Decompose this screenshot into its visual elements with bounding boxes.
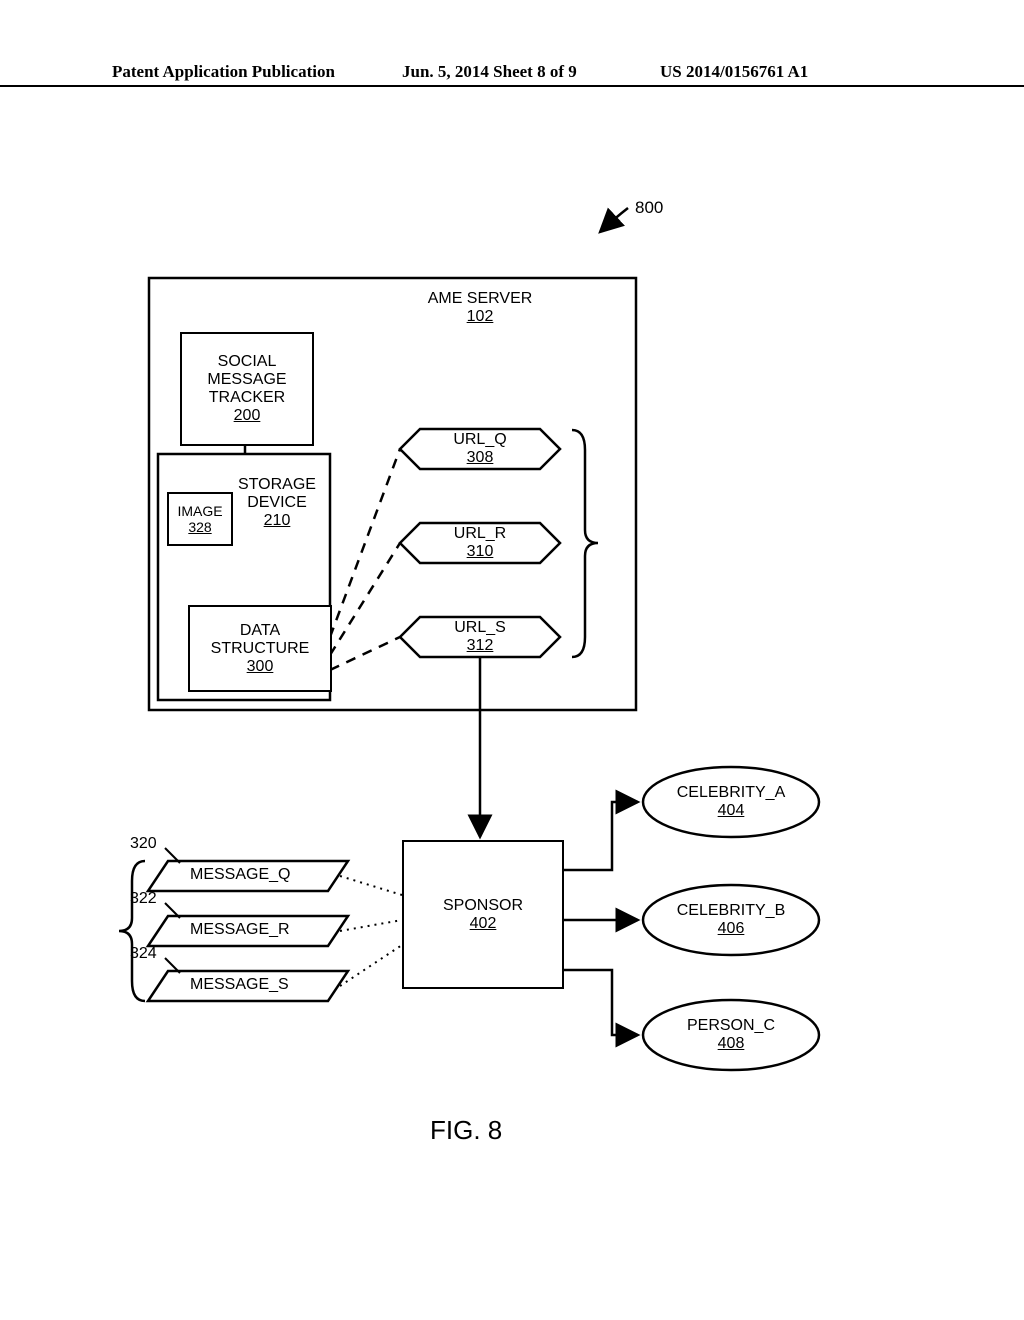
image-box: IMAGE 328 — [167, 492, 233, 546]
ame-server-title: AME SERVER 102 — [395, 290, 565, 326]
person-c-title: PERSON_C — [665, 1017, 797, 1035]
page-container: Patent Application Publication Jun. 5, 2… — [0, 0, 1024, 1320]
msg-q-title: MESSAGE_Q — [190, 866, 290, 884]
tracker-ref: 200 — [234, 407, 261, 425]
ds-ref: 300 — [247, 658, 274, 676]
celeb-b-title: CELEBRITY_B — [665, 902, 797, 920]
ds-l1: DATA — [240, 622, 280, 640]
data-structure-box: DATA STRUCTURE 300 — [188, 605, 332, 692]
msg-s-title: MESSAGE_S — [190, 976, 289, 994]
diagram-svg — [0, 0, 1024, 1320]
msg-q-ref: 320 — [130, 835, 157, 853]
celeb-a-title: CELEBRITY_A — [665, 784, 797, 802]
url-r-label: URL_R 310 — [430, 525, 530, 561]
celeb-a-ref: 404 — [665, 802, 797, 820]
celeb-b-ref: 406 — [665, 920, 797, 938]
image-ref: 328 — [188, 519, 211, 535]
url-s-title: URL_S — [430, 619, 530, 637]
storage-l2: DEVICE — [232, 494, 322, 512]
person-c-label: PERSON_C 408 — [665, 1017, 797, 1053]
url-s-ref: 312 — [430, 637, 530, 655]
ds-l2: STRUCTURE — [211, 640, 310, 658]
msg-r-ref: 322 — [130, 890, 157, 908]
figure-caption: FIG. 8 — [430, 1115, 502, 1146]
celeb-b-label: CELEBRITY_B 406 — [665, 902, 797, 938]
msg-r-title: MESSAGE_R — [190, 921, 290, 939]
storage-label: STORAGE DEVICE 210 — [232, 476, 322, 530]
sponsor-box: SPONSOR 402 — [402, 840, 564, 989]
sponsor-ref: 402 — [470, 915, 497, 933]
celeb-a-label: CELEBRITY_A 404 — [665, 784, 797, 820]
storage-l1: STORAGE — [232, 476, 322, 494]
url-q-label: URL_Q 308 — [430, 431, 530, 467]
person-c-ref: 408 — [665, 1035, 797, 1053]
storage-ref: 210 — [232, 512, 322, 530]
url-q-title: URL_Q — [430, 431, 530, 449]
tracker-l2: MESSAGE — [207, 371, 286, 389]
tracker-l1: SOCIAL — [218, 353, 277, 371]
url-r-title: URL_R — [430, 525, 530, 543]
image-title: IMAGE — [177, 503, 222, 519]
url-q-ref: 308 — [430, 449, 530, 467]
tracker-box: SOCIAL MESSAGE TRACKER 200 — [180, 332, 314, 446]
sponsor-title: SPONSOR — [443, 897, 523, 915]
msg-s-ref: 324 — [130, 945, 157, 963]
url-r-ref: 310 — [430, 543, 530, 561]
url-s-label: URL_S 312 — [430, 619, 530, 655]
ame-server-text: AME SERVER — [395, 290, 565, 308]
tracker-l3: TRACKER — [209, 389, 285, 407]
ame-server-ref: 102 — [395, 308, 565, 326]
